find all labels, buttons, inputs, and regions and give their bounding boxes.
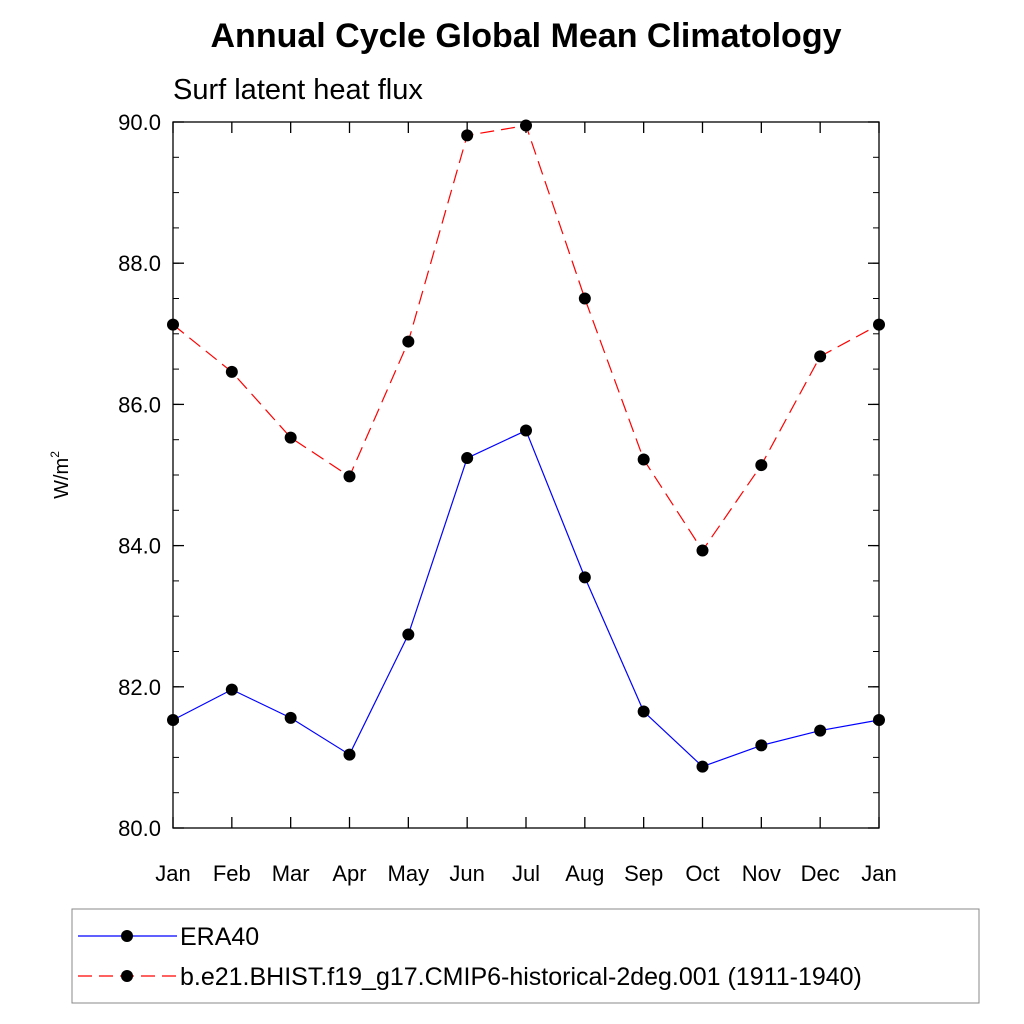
x-tick-label: Mar <box>272 861 310 886</box>
data-point <box>755 739 768 752</box>
y-tick-label: 88.0 <box>118 251 161 276</box>
x-tick-label: Oct <box>685 861 719 886</box>
data-point <box>814 724 827 737</box>
legend-marker <box>121 970 133 982</box>
y-tick-label: 84.0 <box>118 534 161 559</box>
x-tick-label: May <box>388 861 430 886</box>
data-point <box>167 713 179 726</box>
x-tick-label: Aug <box>565 861 604 886</box>
data-point <box>520 119 532 132</box>
plot-frame <box>172 121 880 829</box>
data-point <box>578 571 591 584</box>
legend-entry-1: ERA40 <box>78 923 259 951</box>
series-line <box>172 124 880 552</box>
legend-label: ERA40 <box>180 923 259 951</box>
series-1 <box>167 424 885 773</box>
y-axis-label-sup: 2 <box>48 451 62 458</box>
data-point <box>578 292 591 305</box>
data-point <box>461 452 474 465</box>
data-point <box>225 683 238 696</box>
data-point <box>696 544 709 557</box>
legend-entries: ERA40 b.e21.BHIST.f19_g17.CMIP6-historica… <box>78 923 862 991</box>
svg-text:W/m2: W/m2 <box>48 451 73 499</box>
data-point <box>873 713 885 726</box>
y-tick-label: 82.0 <box>118 675 161 700</box>
x-tick-label: Jan <box>155 861 190 886</box>
x-tick-label: Sep <box>624 861 663 886</box>
legend-entry-2: b.e21.BHIST.f19_g17.CMIP6-historical-2de… <box>78 963 862 991</box>
x-tick-label: Feb <box>213 861 251 886</box>
legend-box <box>71 908 980 1004</box>
chart-subtitle: Surf latent heat flux <box>173 74 423 106</box>
y-tick-label: 80.0 <box>118 816 161 841</box>
data-point <box>520 424 532 437</box>
data-point <box>637 705 650 718</box>
data-point <box>343 470 356 483</box>
data-point <box>461 129 474 142</box>
data-point <box>284 711 297 724</box>
y-axis-label-base: W/m <box>51 458 73 499</box>
axes: 80.0 82.0 84.0 86.0 88.0 90.0 Jan Feb Mar Apr May J… <box>118 110 897 886</box>
data-point <box>814 350 827 363</box>
y-tick-label: 86.0 <box>118 392 161 417</box>
data-point <box>402 335 415 348</box>
chart-title: Annual Cycle Global Mean Climatology <box>211 17 842 55</box>
x-tick-label: Dec <box>801 861 840 886</box>
data-point <box>225 365 238 378</box>
data-point <box>637 453 650 466</box>
series-line <box>172 429 880 768</box>
y-axis-label: W/m2 <box>48 451 73 499</box>
data-point <box>873 318 885 331</box>
x-tick-label: Jul <box>512 861 540 886</box>
x-tick-label: Apr <box>332 861 366 886</box>
legend: ERA40 b.e21.BHIST.f19_g17.CMIP6-historica… <box>71 908 980 1004</box>
x-tick-label: Jan <box>861 861 896 886</box>
data-point <box>343 748 356 761</box>
data-point <box>696 760 709 773</box>
data-point <box>402 628 415 641</box>
y-tick-label: 90.0 <box>118 110 161 135</box>
series-2 <box>167 119 885 557</box>
data-point <box>284 431 297 444</box>
data-point <box>755 459 768 472</box>
legend-marker <box>121 930 133 942</box>
data-point <box>167 318 179 331</box>
x-tick-label: Jun <box>449 861 484 886</box>
x-tick-label: Nov <box>742 861 781 886</box>
series-layer <box>167 119 885 773</box>
legend-label: b.e21.BHIST.f19_g17.CMIP6-historical-2de… <box>180 963 862 991</box>
